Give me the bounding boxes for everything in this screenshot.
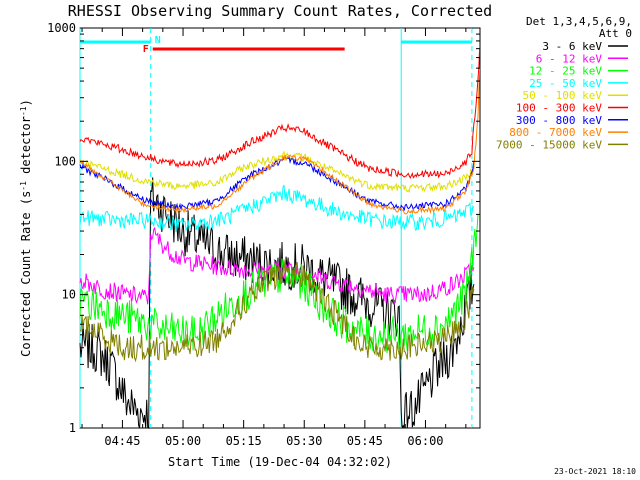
x-axis-label: Start Time (19-Dec-04 04:32:02) [168,455,392,469]
series-layer [79,48,481,430]
day-night-boundaries [79,28,473,428]
y-tick-label: 10 [62,288,76,302]
legend-header-line1: Det 1,3,4,5,6,9, [526,15,632,28]
x-tick-label: 05:45 [347,434,383,448]
y-tick-label: 100 [54,154,76,168]
plot-frame [79,27,481,429]
series-line-4 [79,150,475,194]
x-tick-label: 05:15 [226,434,262,448]
x-tick-label: 05:00 [165,434,201,448]
series-line-5 [79,48,481,180]
series-line-8 [79,259,475,363]
legend-entry-label: 7000 - 15000 keV [496,138,602,151]
x-tick-label: 06:00 [407,434,443,448]
series-line-7 [79,68,481,215]
y-axis-label: Corrected Count Rate (s-1 detector-1) [19,99,34,357]
legend-entry-label: 50 - 100 keV [523,89,603,102]
y-axis-ticks: 1 10 100 1000 [47,21,480,435]
legend-header-line2: Att 0 [599,27,632,40]
x-tick-label: 04:45 [104,434,140,448]
legend-entry-label: 3 - 6 keV [542,40,602,53]
x-axis-ticks: 04:45 05:00 05:15 05:30 05:45 06:00 [81,28,467,448]
y-tick-label: 1000 [47,21,76,35]
series-line-2 [79,214,479,354]
flag-annotations: NF [80,35,472,55]
legend-entry-label: 100 - 300 keV [516,102,602,115]
series-line-6 [79,156,475,212]
date-stamp: 23-Oct-2021 18:10 [554,467,636,476]
y-tick-label: 1 [69,421,76,435]
night-flag-label: N [155,35,161,46]
legend-entry-label: 300 - 800 keV [516,114,602,127]
chart-title: RHESSI Observing Summary Count Rates, Co… [68,2,492,20]
legend-entry-label: 800 - 7000 keV [509,126,602,139]
legend-entry-label: 25 - 50 keV [529,77,602,90]
series-line-3 [79,184,475,233]
x-tick-label: 05:30 [286,434,322,448]
legend-entry-label: 12 - 25 keV [529,65,602,78]
legend-entry-label: 6 - 12 keV [536,52,603,65]
flare-flag-label: F [143,44,149,55]
